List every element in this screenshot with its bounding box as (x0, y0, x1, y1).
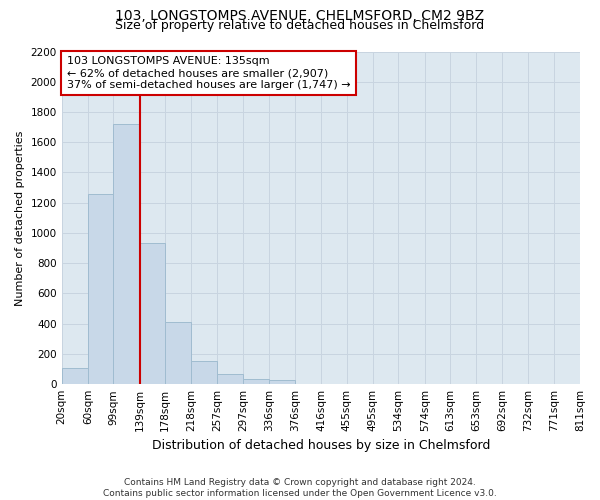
Bar (191, 360, 217, 384)
Bar (140, 243, 165, 384)
Bar (217, 374, 243, 384)
Text: Size of property relative to detached houses in Chelmsford: Size of property relative to detached ho… (115, 19, 485, 32)
Text: Contains HM Land Registry data © Crown copyright and database right 2024.
Contai: Contains HM Land Registry data © Crown c… (103, 478, 497, 498)
Bar (88, 194, 113, 384)
Bar (269, 380, 295, 384)
Y-axis label: Number of detached properties: Number of detached properties (15, 130, 25, 306)
Text: 103 LONGSTOMPS AVENUE: 135sqm
← 62% of detached houses are smaller (2,907)
37% o: 103 LONGSTOMPS AVENUE: 135sqm ← 62% of d… (67, 56, 350, 90)
Text: 103, LONGSTOMPS AVENUE, CHELMSFORD, CM2 9BZ: 103, LONGSTOMPS AVENUE, CHELMSFORD, CM2 … (115, 9, 485, 23)
X-axis label: Distribution of detached houses by size in Chelmsford: Distribution of detached houses by size … (152, 440, 490, 452)
Bar (165, 322, 191, 384)
Bar (113, 124, 140, 384)
Bar (243, 379, 269, 384)
Bar (62, 368, 88, 384)
